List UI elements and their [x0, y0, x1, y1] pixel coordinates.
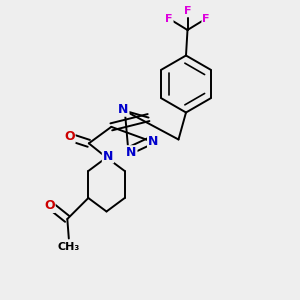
Text: N: N: [148, 134, 158, 148]
Text: N: N: [103, 149, 113, 163]
Text: F: F: [202, 14, 210, 24]
Text: F: F: [165, 14, 173, 24]
Text: O: O: [44, 199, 55, 212]
Text: O: O: [64, 130, 75, 143]
Text: N: N: [126, 146, 136, 159]
Text: CH₃: CH₃: [58, 242, 80, 252]
Text: F: F: [184, 6, 191, 16]
Text: N: N: [118, 103, 128, 116]
